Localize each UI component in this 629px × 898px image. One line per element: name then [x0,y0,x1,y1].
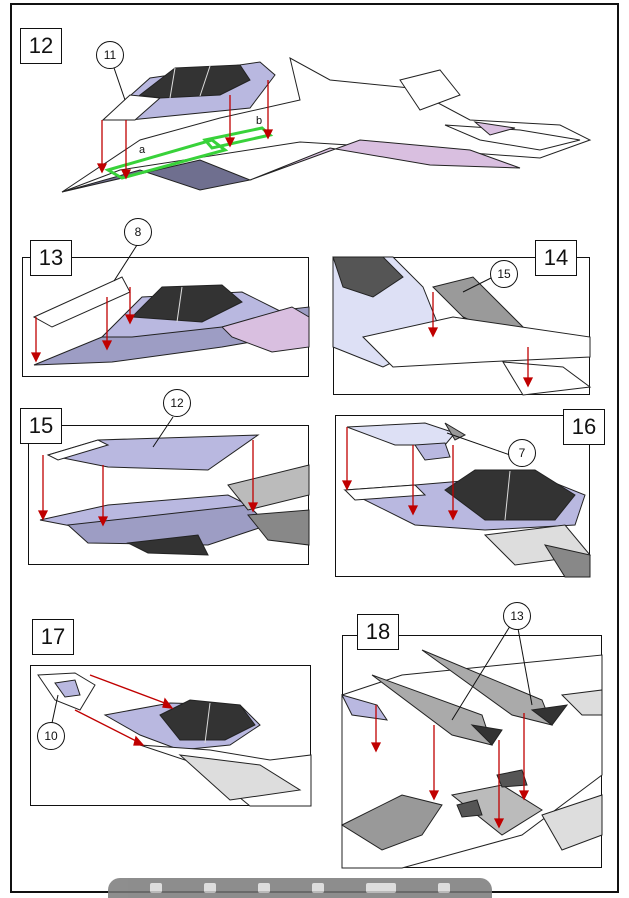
viewer-toolbar [108,878,492,898]
step-14-label: 14 [535,240,577,276]
fit-icon[interactable] [366,883,396,893]
glue-tab-a-label: a [139,144,146,156]
glue-tab-b-label: b [256,115,263,127]
zoom-icon[interactable] [438,883,450,893]
step-12-label: 12 [20,28,62,64]
step-16-label: 16 [563,409,605,445]
callout-11: 11 [96,41,124,69]
callout-7: 7 [508,439,536,467]
page-icon[interactable] [204,883,216,893]
grid-icon[interactable] [150,883,162,893]
callout-15: 15 [490,260,518,288]
callout-13: 13 [503,602,531,630]
step-13-label: 13 [30,240,72,276]
step-18-drawing [340,622,603,869]
callout-10: 10 [37,722,65,750]
step-12-drawing [61,57,592,193]
step-18-label: 18 [357,614,399,650]
step-14-drawing [332,256,592,396]
step-17-label: 17 [32,619,74,655]
step-16-drawing [341,422,591,578]
step-13-drawing [30,244,310,366]
callout-8: 8 [124,218,152,246]
page-icon[interactable] [312,883,324,893]
rotate-icon[interactable] [258,883,270,893]
callout-12: 12 [163,389,191,417]
step-15-drawing [37,416,310,556]
step-17-drawing [37,672,312,807]
step-15-label: 15 [20,408,62,444]
